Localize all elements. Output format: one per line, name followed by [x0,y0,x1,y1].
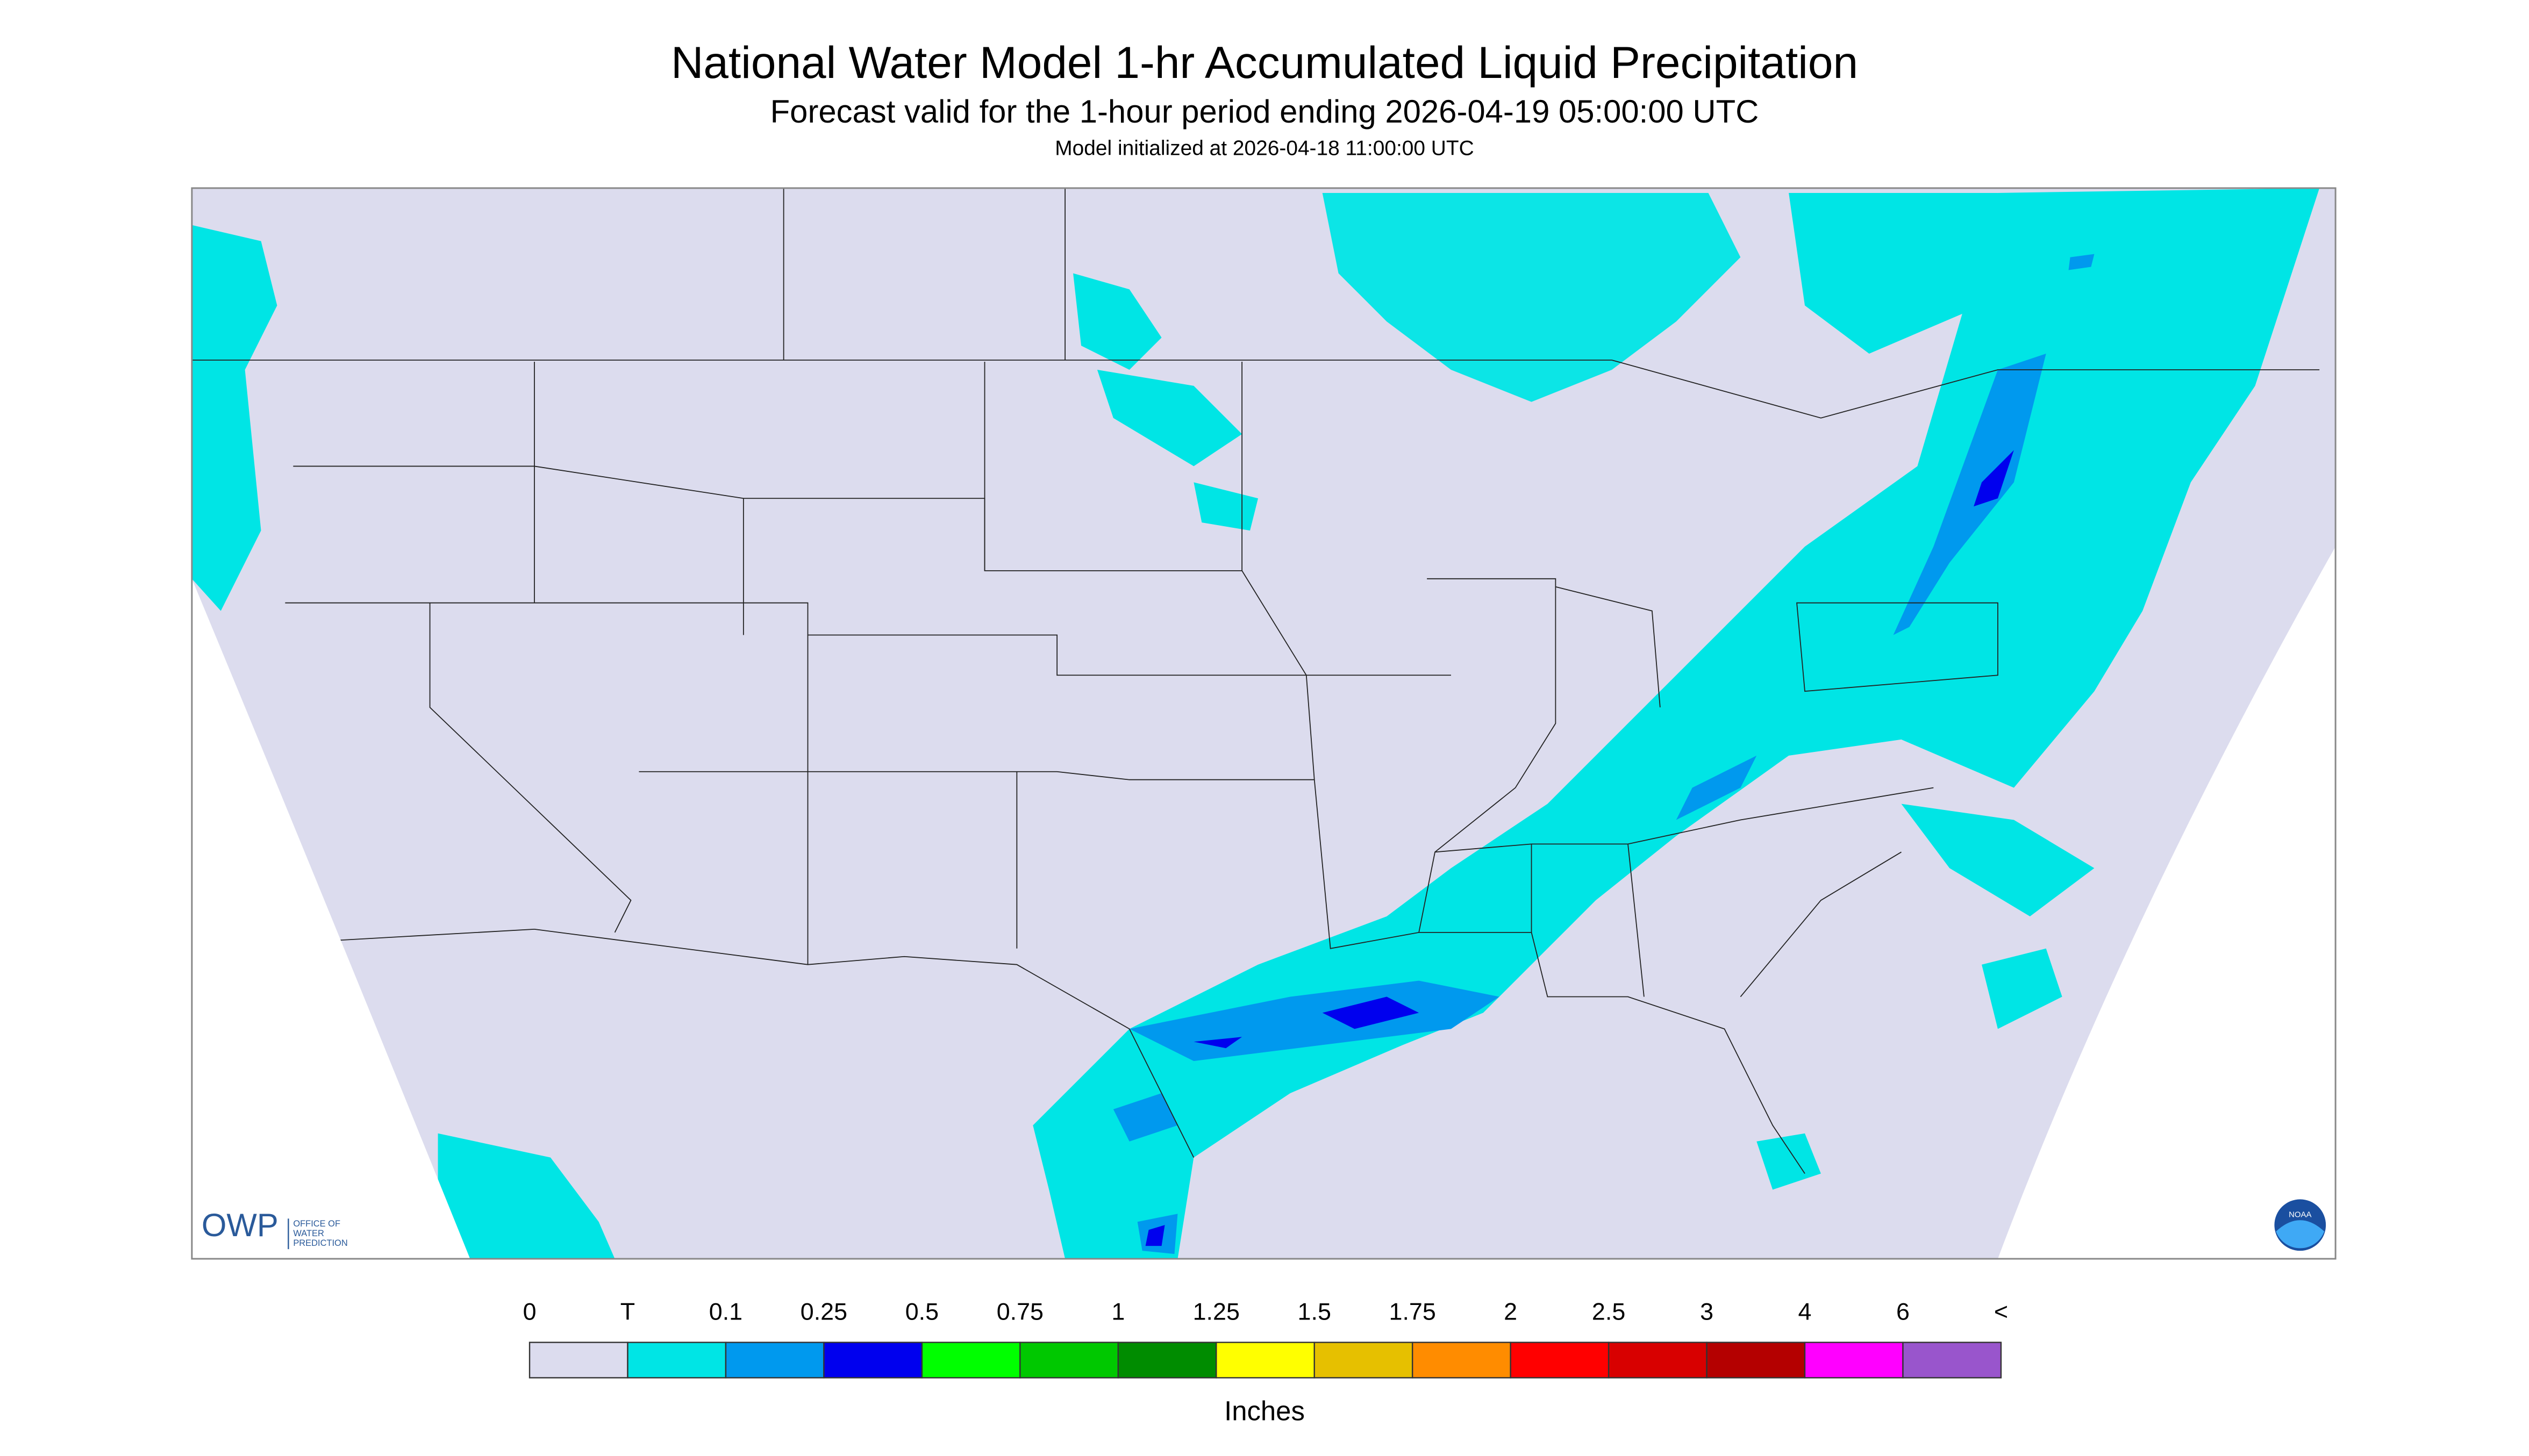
legend-label: 0.1 [709,1298,742,1325]
legend-label: 1 [1111,1298,1125,1325]
legend-label: 4 [1798,1298,1812,1325]
map: OWP OFFICE OF WATER PREDICTION NOAA [191,187,2337,1260]
legend-label: 1.5 [1298,1298,1331,1325]
legend-label: 1.25 [1193,1298,1240,1325]
legend-label: 0.25 [801,1298,847,1325]
legend-label: 0.5 [905,1298,939,1325]
legend-label: < [1994,1298,2008,1325]
legend-unit: Inches [1224,1396,1305,1426]
domain-edge-right [1997,546,2336,1259]
legend-label: 2 [1504,1298,1517,1325]
noaa-wave [2276,1220,2325,1249]
legend-label: 3 [1700,1298,1713,1325]
logo-line: PREDICTION [293,1238,347,1248]
legend-swatch [1902,1342,2002,1379]
legend-label: 0 [523,1298,537,1325]
init-time: Model initialized at 2026-04-18 11:00:00… [1055,137,1474,160]
logo-line: OFFICE OF [293,1219,340,1229]
subtitle: Forecast valid for the 1-hour period end… [770,94,1759,130]
legend-swatch [627,1342,727,1379]
domain-edge-left [191,578,470,1259]
legend-swatch [528,1342,628,1379]
legend-swatch [1117,1342,1217,1379]
legend-swatch [1411,1342,1511,1379]
legend-swatch [1608,1342,1708,1379]
legend-label: 2.5 [1592,1298,1625,1325]
legend-swatch [1313,1342,1413,1379]
legend-label: T [620,1298,635,1325]
legend-swatch [823,1342,923,1379]
legend-swatch [1804,1342,1904,1379]
logo-line: WATER [293,1229,324,1238]
legend-swatch [1510,1342,1610,1379]
legend-swatch [1019,1342,1119,1379]
legend-label: 0.75 [997,1298,1044,1325]
legend: 0 T 0.1 0.25 0.5 0.75 1 1.25 1.5 1.75 2 2.5 3 4 6 < [523,1298,2008,1379]
boundaries [191,188,2320,1174]
legend-swatch [1706,1342,1806,1379]
legend-swatch [725,1342,825,1379]
map-frame [191,187,2337,1260]
title: National Water Model 1-hr Accumulated Li… [671,37,1858,88]
legend-swatch [1216,1342,1315,1379]
precip-moderate [1145,450,2014,1246]
legend-label: 1.75 [1389,1298,1436,1325]
legend-swatch [921,1342,1021,1379]
logo-abbr: OWP [202,1207,278,1243]
legend-label: 6 [1896,1298,1910,1325]
noaa-text: NOAA [2289,1210,2311,1219]
